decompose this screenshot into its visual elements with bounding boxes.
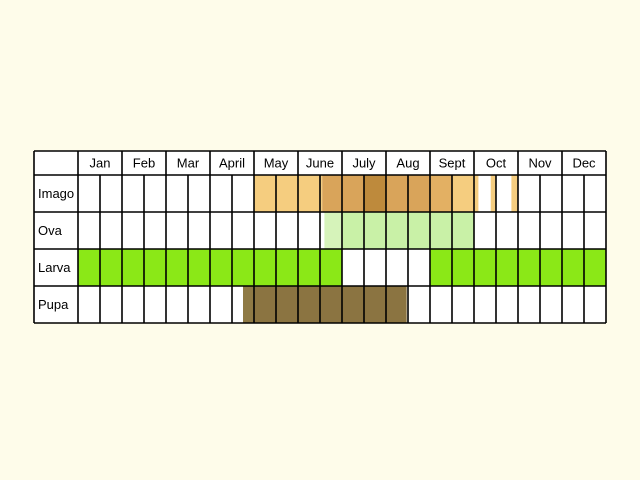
month-label: Nov bbox=[528, 156, 552, 171]
imago-period bbox=[254, 175, 323, 212]
month-label: Sept bbox=[439, 156, 466, 171]
calendar-grid bbox=[33, 150, 607, 324]
stage-label-ova: Ova bbox=[38, 223, 63, 238]
imago-period bbox=[511, 175, 518, 212]
month-label: Feb bbox=[133, 156, 155, 171]
imago-period bbox=[490, 175, 496, 212]
month-label: Jan bbox=[90, 156, 111, 171]
month-label: June bbox=[306, 156, 334, 171]
month-label: April bbox=[219, 156, 245, 171]
stage-label-imago: Imago bbox=[38, 186, 74, 201]
month-label: July bbox=[352, 156, 376, 171]
imago-period bbox=[430, 175, 452, 212]
month-label: Dec bbox=[572, 156, 596, 171]
ova-period bbox=[324, 212, 342, 249]
month-label: Oct bbox=[486, 156, 507, 171]
calendar-labels: Jan Feb Mar April May June July Aug Sept Oct Nov De… bbox=[38, 156, 596, 313]
imago-period bbox=[364, 175, 386, 212]
imago-period bbox=[322, 175, 364, 212]
stage-label-larva: Larva bbox=[38, 260, 71, 275]
pupa-period bbox=[243, 286, 254, 323]
month-label: Aug bbox=[396, 156, 419, 171]
month-label: May bbox=[264, 156, 289, 171]
stage-label-pupa: Pupa bbox=[38, 297, 69, 312]
month-label: Mar bbox=[177, 156, 200, 171]
pupa-period bbox=[386, 286, 407, 323]
